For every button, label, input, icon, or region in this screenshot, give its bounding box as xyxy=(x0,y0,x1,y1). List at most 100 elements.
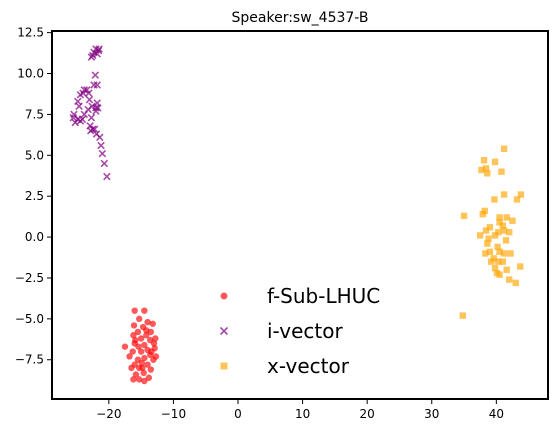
data-point-x-vector xyxy=(513,196,521,203)
x-tick-label: −10 xyxy=(161,407,186,421)
data-point-f-sub-lhuc xyxy=(139,364,146,372)
data-point-i-vector xyxy=(85,95,94,104)
data-point-x-vector xyxy=(481,207,488,215)
data-marks xyxy=(69,45,525,385)
chart-title: Speaker:sw_4537-B xyxy=(232,10,369,26)
y-tick-label: −5.0 xyxy=(15,312,44,326)
data-point-x-vector xyxy=(499,222,506,229)
y-tick-label: 5.0 xyxy=(25,148,44,162)
data-point-x-vector xyxy=(486,224,494,231)
data-point-x-vector xyxy=(503,266,510,273)
data-point-i-vector xyxy=(75,102,83,111)
data-point-x-vector xyxy=(484,240,491,247)
data-point-i-vector xyxy=(103,172,111,181)
data-point-f-sub-lhuc xyxy=(150,340,158,347)
data-point-x-vector xyxy=(491,158,499,166)
data-point-x-vector xyxy=(495,228,502,236)
data-point-i-vector xyxy=(80,110,89,119)
data-point-x-vector xyxy=(482,165,490,172)
data-point-i-vector xyxy=(91,71,100,79)
data-point-x-vector xyxy=(506,276,513,283)
x-tick-label: 30 xyxy=(424,407,439,421)
data-point-i-vector xyxy=(97,141,105,150)
data-point-x-vector xyxy=(495,258,502,265)
data-point-f-sub-lhuc xyxy=(143,327,150,334)
data-point-f-sub-lhuc xyxy=(138,359,145,367)
data-point-x-vector xyxy=(502,237,510,244)
x-tick-label: 20 xyxy=(360,407,375,421)
data-point-x-vector xyxy=(480,157,488,164)
data-point-i-vector xyxy=(85,89,93,97)
data-point-x-vector xyxy=(499,258,506,265)
data-point-i-vector xyxy=(92,104,100,112)
data-point-x-vector xyxy=(509,217,516,224)
legend-marker-x-vector xyxy=(220,362,228,370)
data-point-x-vector xyxy=(491,196,498,203)
legend-label-i-vector: i-vector xyxy=(267,319,343,343)
data-point-x-vector xyxy=(503,214,510,221)
data-point-i-vector xyxy=(90,125,99,133)
data-point-f-sub-lhuc xyxy=(135,315,143,323)
legend-label-f-sub-lhuc: f-Sub-LHUC xyxy=(267,284,380,308)
data-point-i-vector xyxy=(100,159,109,168)
data-point-x-vector xyxy=(496,214,503,221)
data-point-i-vector xyxy=(87,113,96,122)
legend-marker-i-vector xyxy=(219,326,229,336)
data-point-x-vector xyxy=(487,258,495,265)
data-point-x-vector xyxy=(500,145,508,152)
data-point-f-sub-lhuc xyxy=(152,353,160,360)
y-tick-label: 12.5 xyxy=(17,26,44,40)
data-point-x-vector xyxy=(485,235,492,242)
data-point-f-sub-lhuc xyxy=(134,328,142,336)
x-tick-label: −20 xyxy=(96,407,121,421)
data-point-f-sub-lhuc xyxy=(137,335,145,342)
data-point-i-vector xyxy=(78,115,87,124)
data-point-x-vector xyxy=(496,219,503,226)
data-point-f-sub-lhuc xyxy=(149,320,156,327)
data-point-i-vector xyxy=(95,45,103,53)
data-point-f-sub-lhuc xyxy=(140,369,147,377)
data-point-x-vector xyxy=(500,227,508,234)
data-point-x-vector xyxy=(496,248,503,255)
y-tick-label: 0.0 xyxy=(25,230,44,244)
data-point-f-sub-lhuc xyxy=(137,348,145,355)
y-tick-label: −2.5 xyxy=(15,271,44,285)
data-point-f-sub-lhuc xyxy=(132,371,140,378)
y-tick-label: 2.5 xyxy=(25,189,44,203)
data-point-f-sub-lhuc xyxy=(144,318,151,326)
plot-frame xyxy=(51,30,549,400)
data-point-x-vector xyxy=(482,250,489,257)
data-point-x-vector xyxy=(460,212,468,220)
data-point-x-vector xyxy=(500,250,508,257)
data-point-x-vector xyxy=(476,232,484,239)
x-tick-label: 10 xyxy=(295,407,310,421)
data-point-f-sub-lhuc xyxy=(128,364,135,372)
data-point-f-sub-lhuc xyxy=(131,307,138,314)
data-point-f-sub-lhuc xyxy=(129,348,136,355)
data-point-i-vector xyxy=(86,127,95,135)
data-point-f-sub-lhuc xyxy=(145,374,153,381)
data-point-i-vector xyxy=(87,53,96,61)
data-point-f-sub-lhuc xyxy=(135,376,143,383)
legend-marker-f-sub-lhuc xyxy=(220,292,228,300)
data-point-x-vector xyxy=(491,264,499,272)
data-point-x-vector xyxy=(478,166,485,174)
data-point-x-vector xyxy=(512,279,519,287)
data-point-i-vector xyxy=(90,81,98,89)
data-point-x-vector xyxy=(494,243,501,251)
data-point-f-sub-lhuc xyxy=(141,307,148,314)
data-point-f-sub-lhuc xyxy=(130,376,137,383)
data-point-x-vector xyxy=(517,191,525,198)
data-point-f-sub-lhuc xyxy=(121,343,129,350)
data-point-f-sub-lhuc xyxy=(143,332,150,339)
data-point-x-vector xyxy=(491,232,499,239)
data-point-f-sub-lhuc xyxy=(141,354,148,362)
data-point-f-sub-lhuc xyxy=(148,348,155,355)
data-point-f-sub-lhuc xyxy=(141,377,148,385)
data-point-f-sub-lhuc xyxy=(144,361,151,368)
data-point-f-sub-lhuc xyxy=(147,366,155,373)
data-point-i-vector xyxy=(96,133,104,142)
data-point-f-sub-lhuc xyxy=(141,341,148,349)
data-point-x-vector xyxy=(500,191,508,198)
data-point-f-sub-lhuc xyxy=(152,335,159,342)
